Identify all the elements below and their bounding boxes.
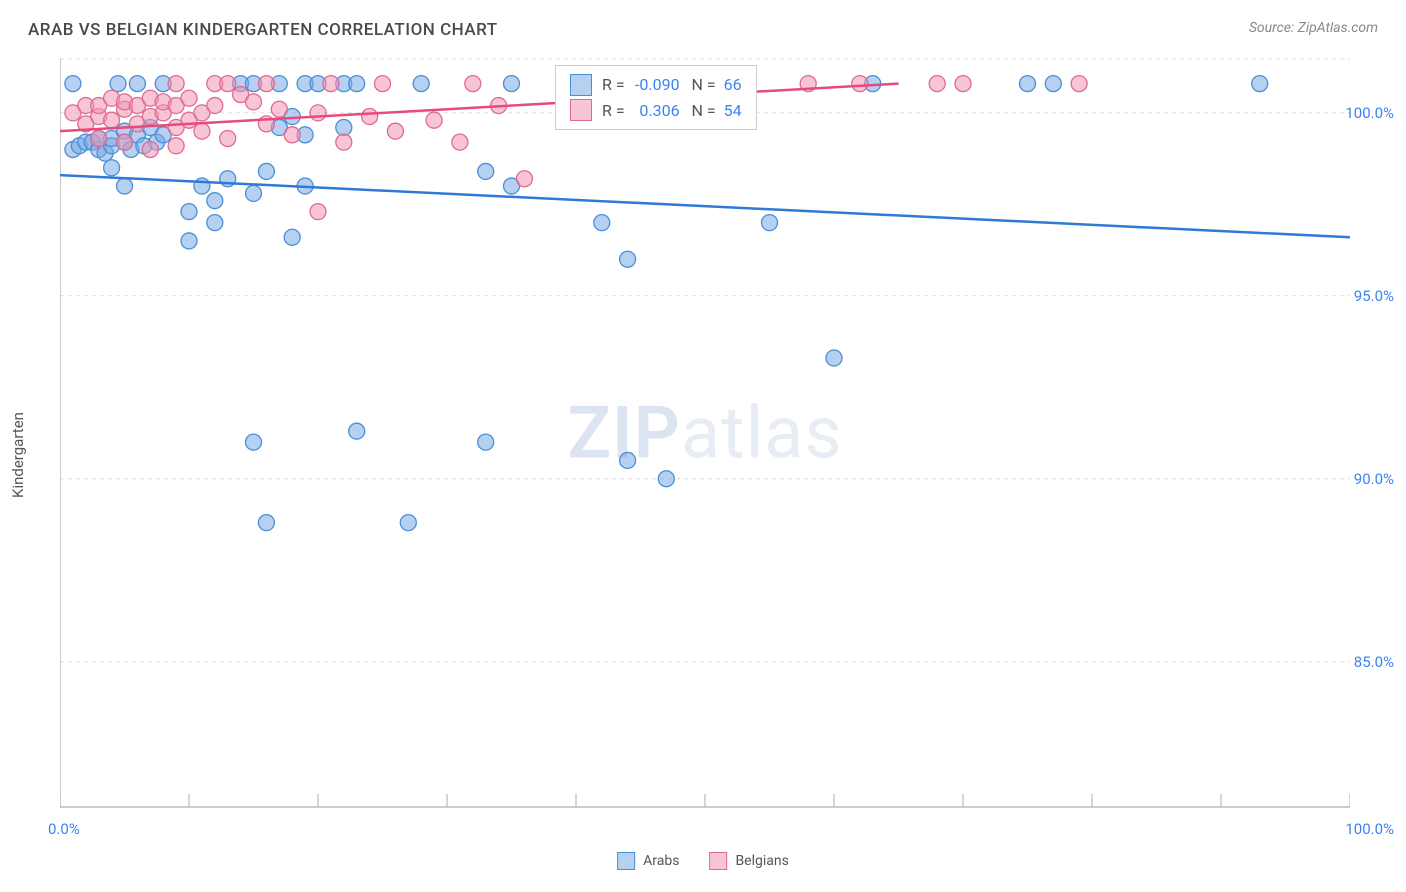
y-tick-label: 85.0% — [1354, 653, 1394, 671]
series-legend: Arabs Belgians — [617, 852, 789, 870]
y-axis-label: Kindergarten — [9, 412, 27, 498]
x-max-label: 100.0% — [1345, 820, 1394, 838]
corr-legend-row: R =0.306 N = 54 — [570, 98, 742, 124]
y-tick-label: 95.0% — [1354, 287, 1394, 305]
corr-legend-row: R =-0.090 N = 66 — [570, 72, 742, 98]
legend-item: Belgians — [709, 852, 788, 870]
legend-label: Belgians — [735, 853, 788, 869]
plot-area: ZIPatlas R =-0.090 N = 66R =0.306 N = 54 — [60, 58, 1350, 808]
corr-swatch — [570, 74, 592, 96]
legend-label: Arabs — [643, 853, 679, 869]
corr-text: R =-0.090 N = 66 — [602, 72, 742, 98]
correlation-legend: R =-0.090 N = 66R =0.306 N = 54 — [555, 65, 757, 130]
y-tick-label: 100.0% — [1345, 104, 1394, 122]
legend-swatch — [617, 852, 635, 870]
x-min-label: 0.0% — [48, 820, 80, 838]
legend-item: Arabs — [617, 852, 679, 870]
legend-swatch — [709, 852, 727, 870]
chart-title: ARAB VS BELGIAN KINDERGARTEN CORRELATION… — [28, 20, 498, 40]
y-tick-label: 90.0% — [1354, 470, 1394, 488]
scatter-plot-svg — [60, 58, 1350, 808]
source-attribution: Source: ZipAtlas.com — [1249, 20, 1378, 40]
corr-swatch — [570, 99, 592, 121]
corr-text: R =0.306 N = 54 — [602, 98, 742, 124]
